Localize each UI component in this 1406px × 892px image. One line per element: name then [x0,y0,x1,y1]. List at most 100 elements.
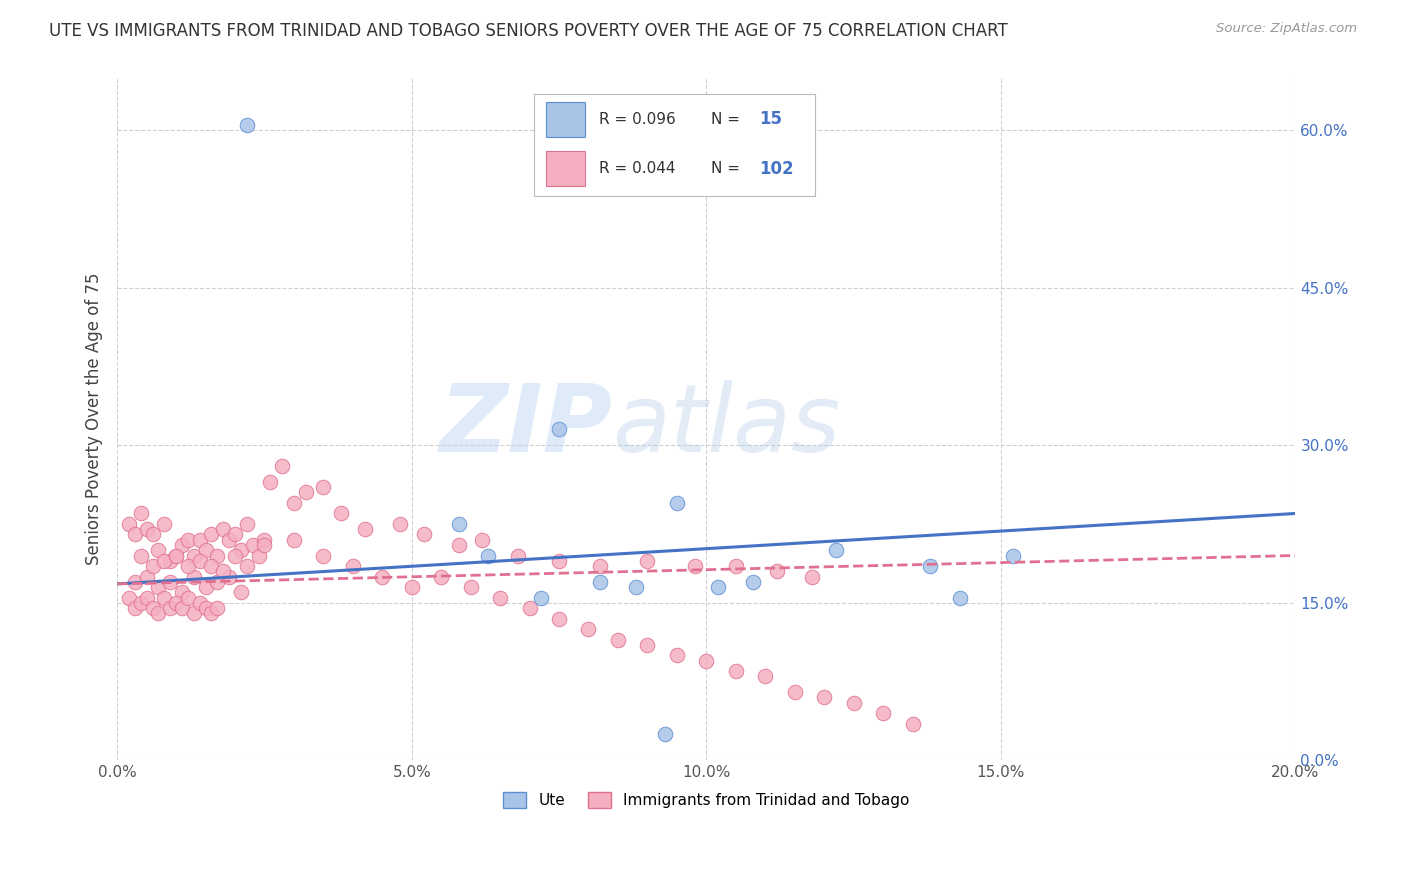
Point [412,527,434,541]
Point [129,549,152,563]
Point [135,522,157,536]
Point [342,559,364,574]
Point [118,516,141,531]
Point [1001,549,1024,563]
Text: 102: 102 [759,160,794,178]
Point [177,533,200,547]
Point [183,607,205,621]
Point [159,554,181,568]
Point [783,685,806,699]
Point [707,580,730,594]
Point [124,527,146,541]
Point [353,522,375,536]
Point [194,580,217,594]
Point [212,564,235,578]
Point [124,574,146,589]
FancyBboxPatch shape [546,102,585,136]
Point [141,527,163,541]
Point [920,559,942,574]
Point [271,459,294,474]
FancyBboxPatch shape [546,151,585,186]
Point [200,607,222,621]
Point [159,601,181,615]
Point [401,580,423,594]
Point [283,533,305,547]
Point [548,422,571,436]
Point [460,580,482,594]
Point [530,591,553,605]
Text: UTE VS IMMIGRANTS FROM TRINIDAD AND TOBAGO SENIORS POVERTY OVER THE AGE OF 75 CO: UTE VS IMMIGRANTS FROM TRINIDAD AND TOBA… [49,22,1008,40]
Point [242,538,264,552]
Point [165,549,187,563]
Point [224,527,246,541]
Point [253,533,276,547]
Point [506,549,529,563]
Point [177,559,200,574]
Point [548,554,571,568]
Point [165,596,187,610]
Point [170,538,193,552]
Text: N =: N = [711,161,745,176]
Point [636,554,658,568]
Point [212,522,235,536]
Text: N =: N = [711,112,745,127]
Point [636,638,658,652]
Text: R = 0.044: R = 0.044 [599,161,675,176]
Point [724,559,747,574]
Point [207,601,229,615]
Point [124,601,146,615]
Point [259,475,281,489]
Point [477,549,499,563]
Point [294,485,316,500]
Point [159,574,181,589]
Point [183,569,205,583]
Point [170,601,193,615]
Point [177,591,200,605]
Point [872,706,894,720]
Point [519,601,541,615]
Point [207,574,229,589]
Point [842,696,865,710]
Point [430,569,453,583]
Point [188,533,211,547]
Point [801,569,824,583]
Point [665,496,688,510]
Point [236,516,259,531]
Point [388,516,411,531]
Point [141,601,163,615]
Point [188,554,211,568]
Point [766,564,789,578]
Point [312,480,335,494]
Text: Source: ZipAtlas.com: Source: ZipAtlas.com [1216,22,1357,36]
Point [589,559,612,574]
Point [447,516,470,531]
Point [624,580,647,594]
Point [148,543,170,558]
Point [148,580,170,594]
Point [229,585,252,599]
Point [153,591,176,605]
Point [901,716,924,731]
Point [141,559,163,574]
Point [754,669,776,683]
Point [135,591,157,605]
Point [236,559,259,574]
Point [949,591,972,605]
Point [194,601,217,615]
Point [578,622,600,636]
Point [247,549,270,563]
Point [135,569,157,583]
Point [813,690,835,705]
Point [825,543,848,558]
Point [153,516,176,531]
Point [153,554,176,568]
Point [129,507,152,521]
Point [589,574,612,589]
Point [253,538,276,552]
Y-axis label: Seniors Poverty Over the Age of 75: Seniors Poverty Over the Age of 75 [86,273,103,566]
Point [170,585,193,599]
Point [118,591,141,605]
Point [683,559,706,574]
Point [447,538,470,552]
Point [371,569,394,583]
